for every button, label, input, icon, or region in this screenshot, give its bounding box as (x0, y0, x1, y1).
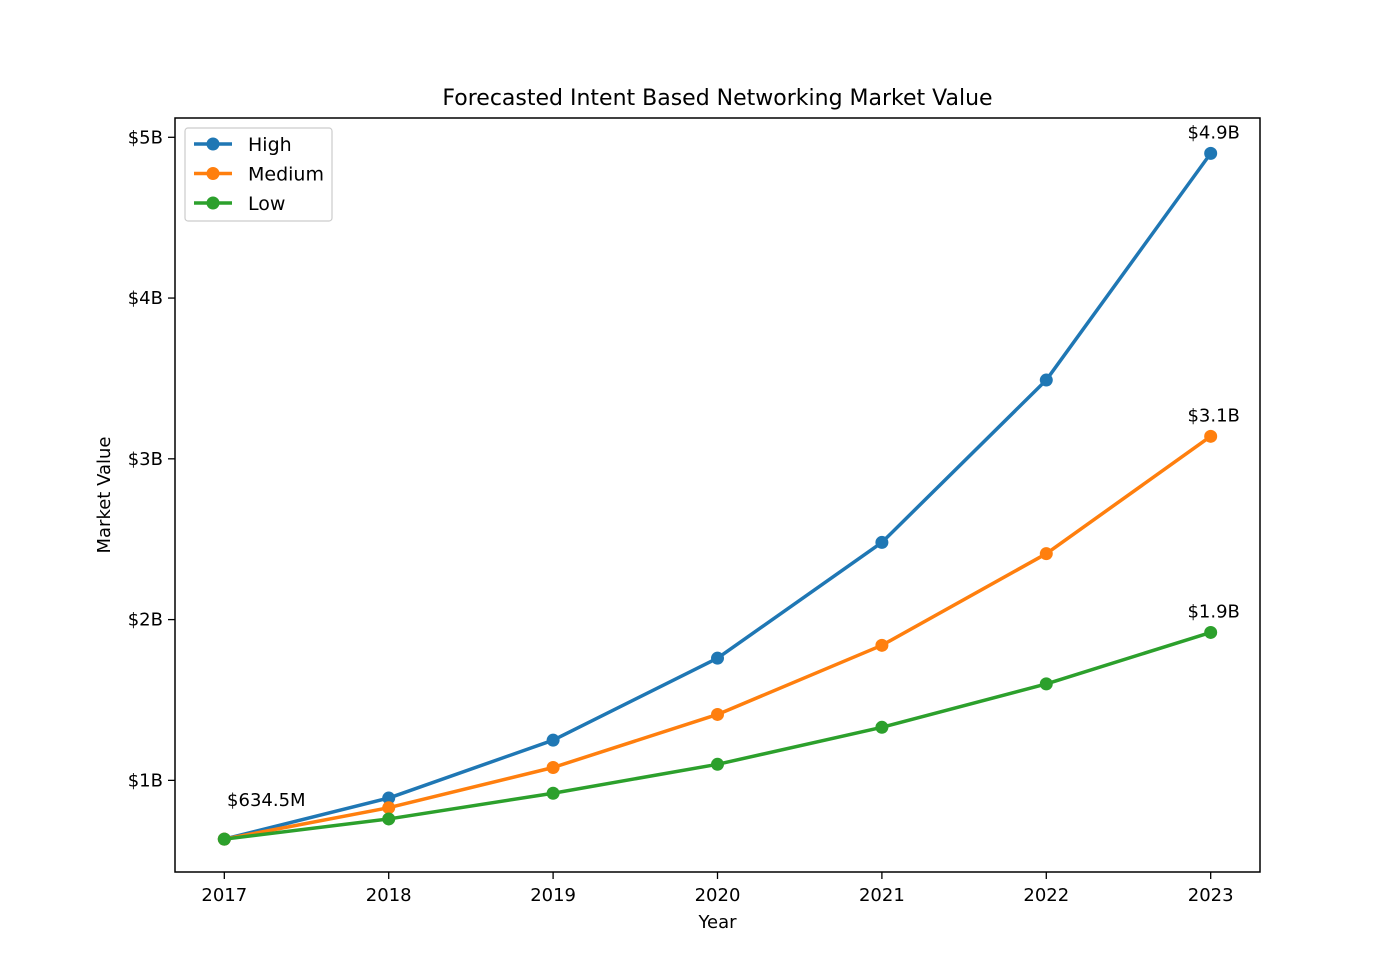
data-point-low (711, 757, 724, 771)
chart-title: Forecasted Intent Based Networking Marke… (442, 86, 992, 111)
axes-layer: 2017 2018 2019 2020 2021 2022 2023 $1B $2B $3B $4B… (128, 117, 1261, 906)
y-tick-label: $4B (128, 288, 163, 309)
data-point-low (1204, 625, 1218, 639)
data-point-medium (546, 761, 560, 775)
legend-label-high: High (248, 134, 292, 156)
x-tick-label: 2020 (695, 885, 741, 906)
data-point-low (875, 720, 889, 734)
data-label: $3.1B (1187, 405, 1239, 426)
annotation-layer: $634.5M $4.9B $3.1B $1.9B (227, 122, 1240, 811)
y-axis-title: Market Value (94, 436, 115, 553)
data-point-high (1204, 146, 1218, 160)
x-axis-title: Year (697, 912, 737, 933)
data-point-medium (382, 801, 396, 815)
data-label: $1.9B (1187, 601, 1239, 622)
legend-marker-high (206, 137, 220, 151)
data-point-medium (711, 707, 724, 721)
data-point-low (217, 832, 231, 846)
legend-marker-medium (206, 167, 220, 180)
legend-box (184, 127, 333, 222)
y-tick-label: $5B (128, 127, 163, 148)
x-tick-label: 2019 (530, 885, 576, 906)
legend-marker-low (206, 196, 220, 210)
data-point-medium (1204, 429, 1218, 443)
data-point-low (546, 786, 560, 800)
legend-label-medium: Medium (248, 164, 324, 186)
data-point-high (711, 651, 724, 665)
data-label: $4.9B (1187, 122, 1239, 143)
data-point-medium (875, 638, 889, 652)
data-point-high (546, 733, 560, 747)
data-point-low (1039, 677, 1053, 691)
data-point-high (875, 535, 889, 549)
data-point-high (1039, 373, 1053, 387)
x-tick-label: 2018 (366, 885, 412, 906)
data-point-medium (1039, 547, 1053, 561)
x-tick-label: 2021 (859, 885, 905, 906)
data-label: $634.5M (227, 790, 306, 811)
legend-label-low: Low (248, 193, 285, 215)
legend: High Medium Low (184, 127, 333, 222)
y-tick-label: $1B (128, 770, 163, 791)
y-tick-label: $2B (128, 610, 163, 631)
series-layer (217, 146, 1218, 846)
data-point-low (382, 812, 396, 826)
x-tick-label: 2023 (1188, 885, 1234, 906)
x-tick-label: 2022 (1023, 885, 1069, 906)
y-tick-label: $3B (128, 449, 163, 470)
data-point-high (382, 791, 396, 805)
x-tick-label: 2017 (201, 885, 247, 906)
